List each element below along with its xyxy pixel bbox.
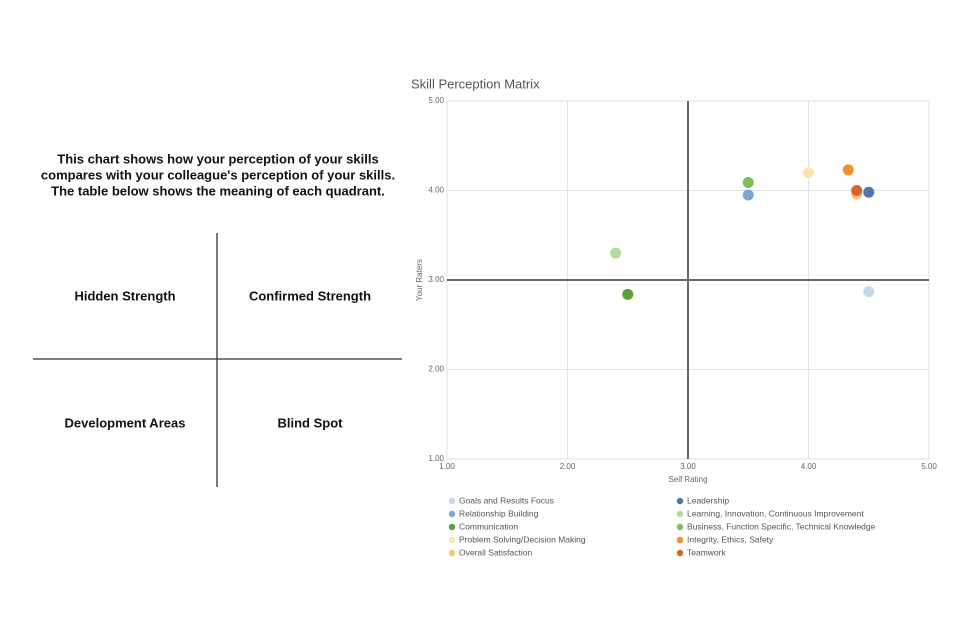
legend-swatch <box>448 510 456 518</box>
legend-label: Learning, Innovation, Continuous Improve… <box>687 508 864 518</box>
point <box>842 164 854 176</box>
point <box>742 176 754 188</box>
legend-swatch <box>448 523 456 531</box>
y-tick-label: 1.00 <box>428 454 444 463</box>
quadrant-label: Confirmed Strength <box>249 288 371 303</box>
chart-title: Skill Perception Matrix <box>411 76 540 91</box>
legend-label: Business, Function Specific, Technical K… <box>687 521 876 531</box>
y-axis-label: Your Raters <box>415 259 424 301</box>
legend-label: Overall Satisfaction <box>459 547 532 557</box>
legend-swatch <box>676 497 684 505</box>
intro-text: The table below shows the meaning of eac… <box>51 183 385 198</box>
legend-swatch <box>448 549 456 557</box>
legend-swatch <box>448 536 456 544</box>
x-tick-label: 4.00 <box>801 462 817 471</box>
point <box>863 286 875 298</box>
point <box>863 186 875 198</box>
legend-label: Relationship Building <box>459 508 539 518</box>
x-tick-label: 1.00 <box>439 462 455 471</box>
point <box>610 247 622 259</box>
quadrant-label: Development Areas <box>65 415 186 430</box>
legend-label: Communication <box>459 521 518 531</box>
point <box>622 288 634 300</box>
y-tick-label: 3.00 <box>428 275 444 284</box>
intro-text: compares with your colleague's perceptio… <box>41 167 395 182</box>
legend-label: Teamwork <box>687 547 726 557</box>
x-tick-label: 5.00 <box>921 462 937 471</box>
point <box>742 189 754 201</box>
intro-text: This chart shows how your perception of … <box>57 151 378 166</box>
legend-label: Leadership <box>687 495 729 505</box>
point <box>851 185 863 196</box>
legend-swatch <box>676 523 684 531</box>
x-tick-label: 2.00 <box>560 462 576 471</box>
legend-label: Goals and Results Focus <box>459 495 554 505</box>
legend-label: Problem Solving/Decision Making <box>459 534 586 544</box>
y-tick-label: 5.00 <box>428 96 444 105</box>
legend-swatch <box>676 536 684 544</box>
legend-swatch <box>448 497 456 505</box>
quadrant-label: Blind Spot <box>278 415 344 430</box>
legend-swatch <box>676 549 684 557</box>
legend-swatch <box>676 510 684 518</box>
point <box>803 167 814 179</box>
y-tick-label: 4.00 <box>428 186 444 195</box>
quadrant-label: Hidden Strength <box>74 288 175 303</box>
legend-label: Integrity, Ethics, Safety <box>687 534 774 544</box>
x-axis-label: Self Rating <box>668 475 707 484</box>
y-tick-label: 2.00 <box>428 365 444 374</box>
x-tick-label: 3.00 <box>680 462 696 471</box>
